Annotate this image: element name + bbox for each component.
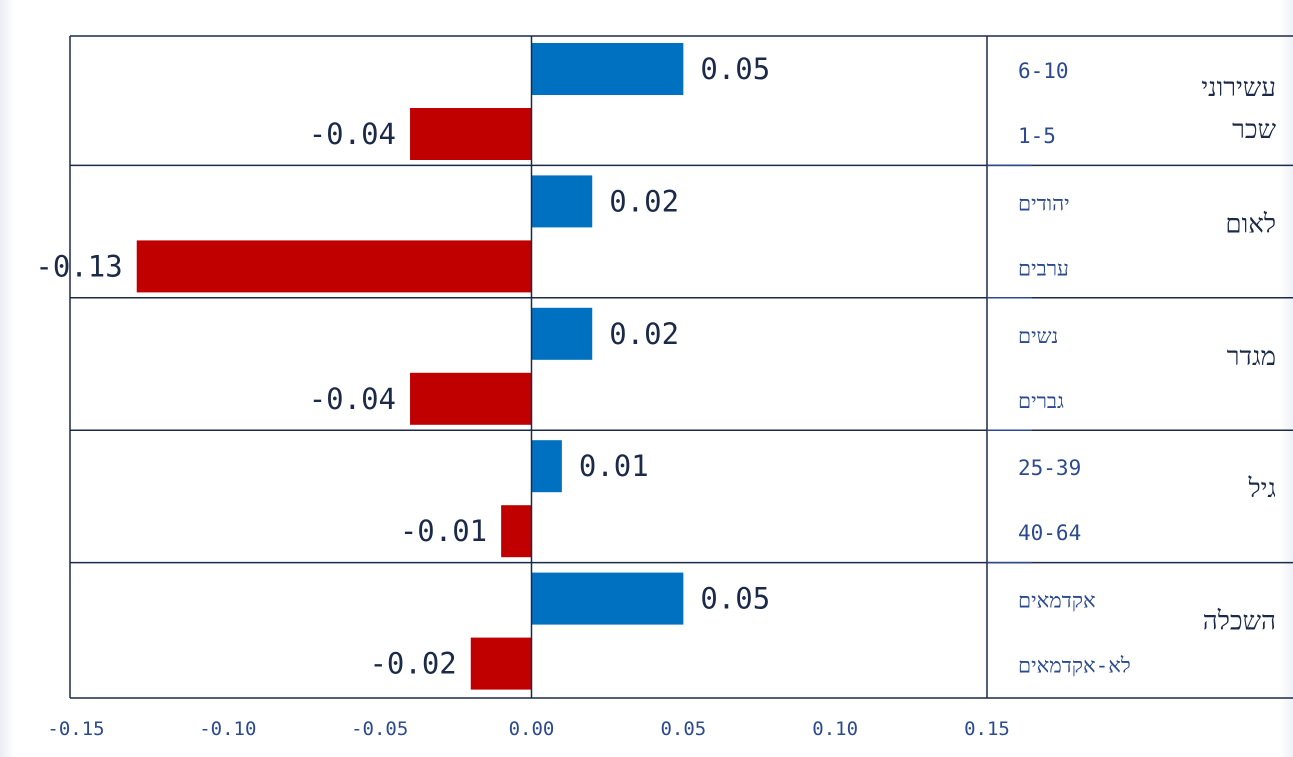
category-label: 6-10 xyxy=(1018,59,1069,83)
data-label: 0.05 xyxy=(700,582,770,616)
x-tick-label: -0.10 xyxy=(199,718,256,740)
x-tick-label: 0.05 xyxy=(660,718,706,740)
category-label: 25-39 xyxy=(1018,456,1081,480)
category-label: יהודים xyxy=(1018,191,1070,215)
bar xyxy=(531,572,684,625)
group-label: עשירוני xyxy=(1201,73,1276,103)
category-label: נשים xyxy=(1018,324,1058,348)
group-label: שכר xyxy=(1232,115,1276,145)
bar xyxy=(470,637,532,690)
data-label: -0.01 xyxy=(400,514,487,548)
bar xyxy=(531,440,562,493)
bar xyxy=(410,108,532,160)
category-label: 40-64 xyxy=(1018,521,1081,545)
category-label: גברים xyxy=(1018,389,1064,413)
group-label: גיל xyxy=(1247,474,1276,504)
x-tick-label: -0.05 xyxy=(351,718,408,740)
bar xyxy=(410,372,532,425)
group-label: מגדר xyxy=(1227,342,1276,372)
x-tick-label: -0.15 xyxy=(47,718,104,740)
data-label: -0.13 xyxy=(35,249,122,283)
category-label: לא-אקדמאים xyxy=(1018,654,1131,678)
x-tick-label: 0.15 xyxy=(964,718,1010,740)
bar xyxy=(501,505,532,558)
category-label: ערבים xyxy=(1018,256,1069,280)
data-label: 0.02 xyxy=(609,184,679,218)
bar xyxy=(136,240,532,293)
data-label: 0.01 xyxy=(579,449,649,483)
data-label: -0.04 xyxy=(309,382,396,416)
data-label: 0.05 xyxy=(700,52,770,86)
group-label: לאום xyxy=(1225,209,1276,239)
x-tick-label: 0.00 xyxy=(509,718,555,740)
bar xyxy=(531,43,684,95)
data-label: 0.02 xyxy=(609,317,679,351)
bar xyxy=(531,175,593,228)
data-label: -0.04 xyxy=(309,117,396,151)
x-tick-label: 0.10 xyxy=(812,718,858,740)
group-label: השכלה xyxy=(1203,607,1276,637)
category-label: 1-5 xyxy=(1018,124,1056,148)
bar xyxy=(531,307,593,360)
data-label: -0.02 xyxy=(369,647,456,681)
category-label: אקדמאים xyxy=(1018,589,1096,613)
